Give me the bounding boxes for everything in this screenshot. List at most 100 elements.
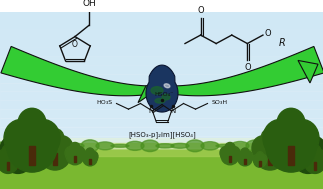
Bar bbox=[0, 47, 323, 56]
Ellipse shape bbox=[111, 144, 129, 147]
Ellipse shape bbox=[254, 154, 266, 167]
Ellipse shape bbox=[237, 151, 246, 162]
Bar bbox=[0, 12, 323, 20]
Ellipse shape bbox=[216, 144, 234, 147]
Ellipse shape bbox=[164, 84, 170, 88]
Ellipse shape bbox=[220, 146, 232, 160]
Ellipse shape bbox=[266, 120, 316, 172]
Ellipse shape bbox=[256, 152, 264, 159]
Bar bbox=[0, 56, 323, 65]
Ellipse shape bbox=[37, 136, 58, 160]
Ellipse shape bbox=[4, 120, 37, 157]
Bar bbox=[268, 153, 272, 165]
Ellipse shape bbox=[244, 151, 253, 162]
Text: R: R bbox=[279, 38, 286, 48]
Bar bbox=[0, 109, 323, 118]
Ellipse shape bbox=[171, 143, 189, 148]
Ellipse shape bbox=[7, 120, 57, 172]
Ellipse shape bbox=[162, 94, 170, 100]
Ellipse shape bbox=[70, 143, 80, 153]
Polygon shape bbox=[146, 65, 178, 112]
Ellipse shape bbox=[299, 129, 317, 150]
Ellipse shape bbox=[286, 120, 319, 157]
Ellipse shape bbox=[155, 98, 165, 103]
Ellipse shape bbox=[0, 150, 10, 167]
Ellipse shape bbox=[18, 108, 46, 138]
Text: N: N bbox=[149, 108, 154, 114]
Ellipse shape bbox=[309, 145, 321, 158]
Ellipse shape bbox=[186, 140, 204, 152]
Ellipse shape bbox=[291, 140, 309, 152]
Ellipse shape bbox=[313, 150, 323, 167]
Ellipse shape bbox=[39, 136, 71, 170]
Bar bbox=[229, 156, 231, 162]
Ellipse shape bbox=[225, 143, 235, 153]
Polygon shape bbox=[138, 86, 160, 103]
Ellipse shape bbox=[238, 151, 252, 166]
Bar bbox=[74, 156, 76, 162]
Bar bbox=[0, 136, 323, 145]
Ellipse shape bbox=[304, 137, 323, 163]
Text: O: O bbox=[197, 6, 204, 15]
Ellipse shape bbox=[51, 144, 69, 148]
Bar bbox=[0, 74, 323, 83]
Bar bbox=[0, 20, 323, 29]
Bar bbox=[259, 161, 261, 166]
Bar bbox=[0, 91, 323, 100]
Ellipse shape bbox=[261, 144, 279, 148]
Ellipse shape bbox=[277, 108, 305, 138]
Ellipse shape bbox=[231, 142, 249, 150]
Ellipse shape bbox=[82, 151, 92, 162]
Ellipse shape bbox=[5, 150, 20, 167]
Bar bbox=[0, 171, 323, 180]
Text: [HSO₃-p]₂im][HSO₄]: [HSO₃-p]₂im][HSO₄] bbox=[128, 131, 196, 138]
Ellipse shape bbox=[96, 142, 114, 150]
Bar bbox=[16, 155, 20, 168]
Ellipse shape bbox=[0, 150, 19, 174]
Ellipse shape bbox=[246, 140, 264, 152]
Polygon shape bbox=[1, 46, 155, 96]
Ellipse shape bbox=[65, 146, 77, 160]
Bar bbox=[0, 162, 323, 171]
Bar bbox=[0, 65, 323, 74]
Ellipse shape bbox=[2, 145, 14, 158]
Ellipse shape bbox=[228, 146, 240, 160]
Bar bbox=[0, 153, 323, 162]
Ellipse shape bbox=[221, 146, 239, 165]
Bar bbox=[0, 100, 323, 109]
Bar bbox=[0, 143, 323, 156]
Ellipse shape bbox=[141, 140, 159, 152]
Ellipse shape bbox=[263, 120, 297, 157]
Text: HO₃S: HO₃S bbox=[96, 100, 112, 105]
Ellipse shape bbox=[9, 129, 27, 150]
Bar bbox=[0, 149, 323, 189]
Ellipse shape bbox=[266, 136, 288, 160]
Ellipse shape bbox=[0, 137, 22, 163]
Bar bbox=[0, 118, 323, 127]
Ellipse shape bbox=[126, 141, 144, 150]
Polygon shape bbox=[168, 46, 323, 96]
Ellipse shape bbox=[252, 136, 274, 160]
Polygon shape bbox=[298, 60, 318, 83]
Ellipse shape bbox=[2, 137, 34, 174]
Ellipse shape bbox=[83, 151, 97, 166]
Bar bbox=[53, 153, 57, 165]
Bar bbox=[288, 146, 294, 165]
Ellipse shape bbox=[46, 129, 64, 148]
Ellipse shape bbox=[303, 150, 318, 167]
Ellipse shape bbox=[156, 144, 174, 148]
Ellipse shape bbox=[290, 137, 312, 163]
Ellipse shape bbox=[201, 142, 219, 150]
Ellipse shape bbox=[259, 154, 267, 164]
Ellipse shape bbox=[6, 144, 24, 147]
Bar bbox=[0, 29, 323, 38]
Ellipse shape bbox=[261, 129, 279, 148]
Ellipse shape bbox=[26, 120, 60, 157]
Bar bbox=[306, 155, 310, 168]
Ellipse shape bbox=[241, 148, 249, 156]
Text: SO₃H: SO₃H bbox=[212, 100, 228, 105]
Ellipse shape bbox=[21, 141, 39, 151]
Ellipse shape bbox=[15, 137, 36, 163]
Bar bbox=[29, 146, 35, 165]
Ellipse shape bbox=[151, 87, 163, 94]
